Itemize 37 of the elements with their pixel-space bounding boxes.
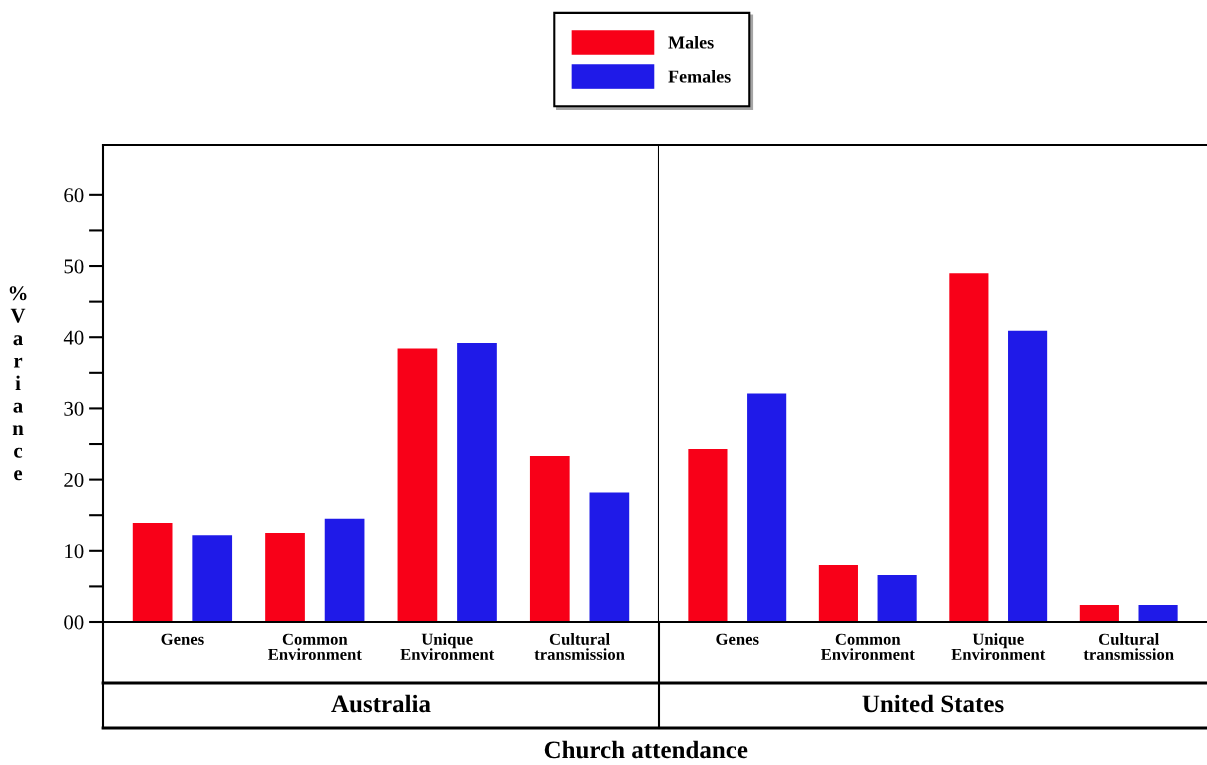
x-tick-label: Unique Environment xyxy=(400,633,495,660)
x-tick-label: Unique Environment xyxy=(951,633,1046,660)
legend-label: Females xyxy=(668,69,731,83)
bar xyxy=(457,342,497,622)
bar xyxy=(192,535,233,622)
y-tick-label: 20 xyxy=(64,472,84,488)
x-tick-label: Genes xyxy=(716,633,759,645)
y-tick-label: 50 xyxy=(64,259,84,274)
bar xyxy=(324,518,365,622)
x-tick-label: Cultural transmission xyxy=(1083,633,1174,660)
bar xyxy=(688,449,728,622)
bar xyxy=(132,523,173,622)
bar xyxy=(1079,604,1119,622)
x-tick-label: Genes xyxy=(161,633,204,645)
text: %Variance xyxy=(9,286,27,481)
y-tick-label: 10 xyxy=(65,544,84,559)
text: Australia xyxy=(331,694,431,713)
bar xyxy=(265,533,305,622)
y-tick-label: 30 xyxy=(64,401,84,416)
bar xyxy=(1138,604,1178,622)
y-tick-label: 60 xyxy=(64,188,84,203)
x-tick-label: Common Environment xyxy=(820,633,915,660)
bar xyxy=(747,393,787,622)
x-tick-label: Common Environment xyxy=(268,633,362,660)
bar xyxy=(1008,330,1048,622)
bar xyxy=(877,575,917,622)
bar xyxy=(529,456,570,622)
text: United States xyxy=(862,694,1004,713)
y-tick-label: 40 xyxy=(63,330,84,345)
bar xyxy=(949,273,989,622)
bar xyxy=(818,565,858,622)
x-tick-label: Cultural transmission xyxy=(534,633,625,660)
x-axis-title: Church attendance xyxy=(544,740,748,759)
bar xyxy=(397,348,438,622)
legend-label: Males xyxy=(668,35,714,49)
bar xyxy=(589,492,630,622)
y-tick-label: 00 xyxy=(64,615,84,630)
